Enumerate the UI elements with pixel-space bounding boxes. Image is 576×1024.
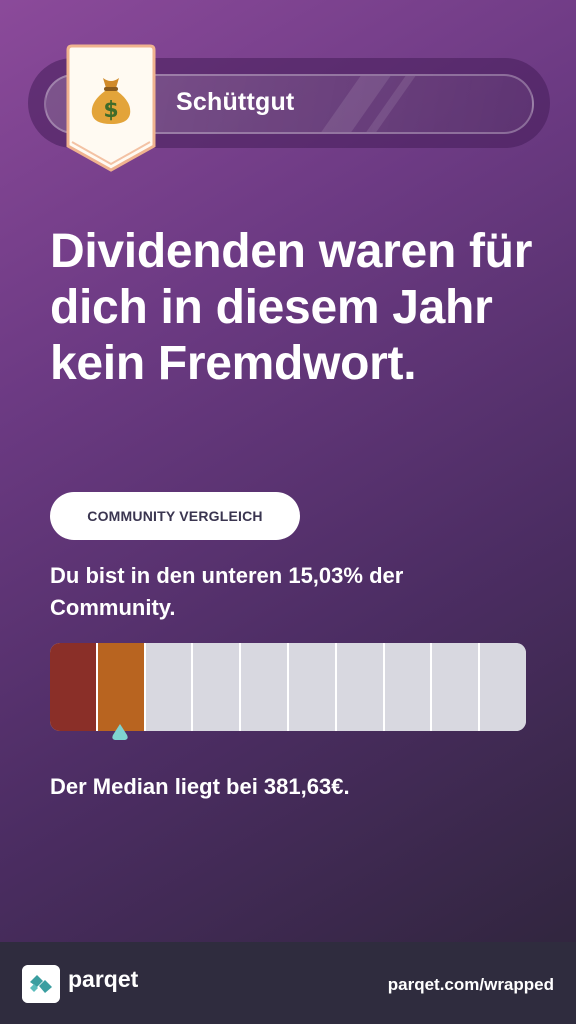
- percentile-segment-2: [97, 643, 146, 731]
- money-bag-icon: $: [91, 78, 131, 124]
- percentile-segment-6: [288, 643, 337, 731]
- percentile-segment-8: [384, 643, 433, 731]
- percentile-segment-4: [193, 643, 242, 731]
- badge-title: Schüttgut: [176, 88, 295, 116]
- percentile-segment-3: [145, 643, 194, 731]
- parqet-logo-icon: [22, 965, 60, 1003]
- footer-url-link[interactable]: parqet.com/wrapped: [387, 975, 554, 994]
- percentile-segment-5: [241, 643, 289, 731]
- percentile-segment-7: [336, 643, 385, 731]
- percentile-bar: [50, 643, 526, 731]
- headline: Dividenden waren für dich in diesem Jahr…: [50, 225, 533, 390]
- footer: [0, 942, 576, 1024]
- community-compare-pill[interactable]: COMMUNITY VERGLEICH: [50, 492, 300, 540]
- brand-name: parqet: [68, 966, 139, 992]
- community-rank-text: Du bist in den unteren 15,03% der Commun…: [50, 563, 404, 620]
- svg-text:$: $: [103, 98, 118, 123]
- percentile-segment-10: [480, 643, 526, 731]
- percentile-segment-9: [432, 643, 481, 731]
- median-text: Der Median liegt bei 381,63€.: [50, 774, 350, 799]
- percentile-marker-icon: [112, 724, 128, 740]
- percentile-segment-1: [50, 643, 98, 731]
